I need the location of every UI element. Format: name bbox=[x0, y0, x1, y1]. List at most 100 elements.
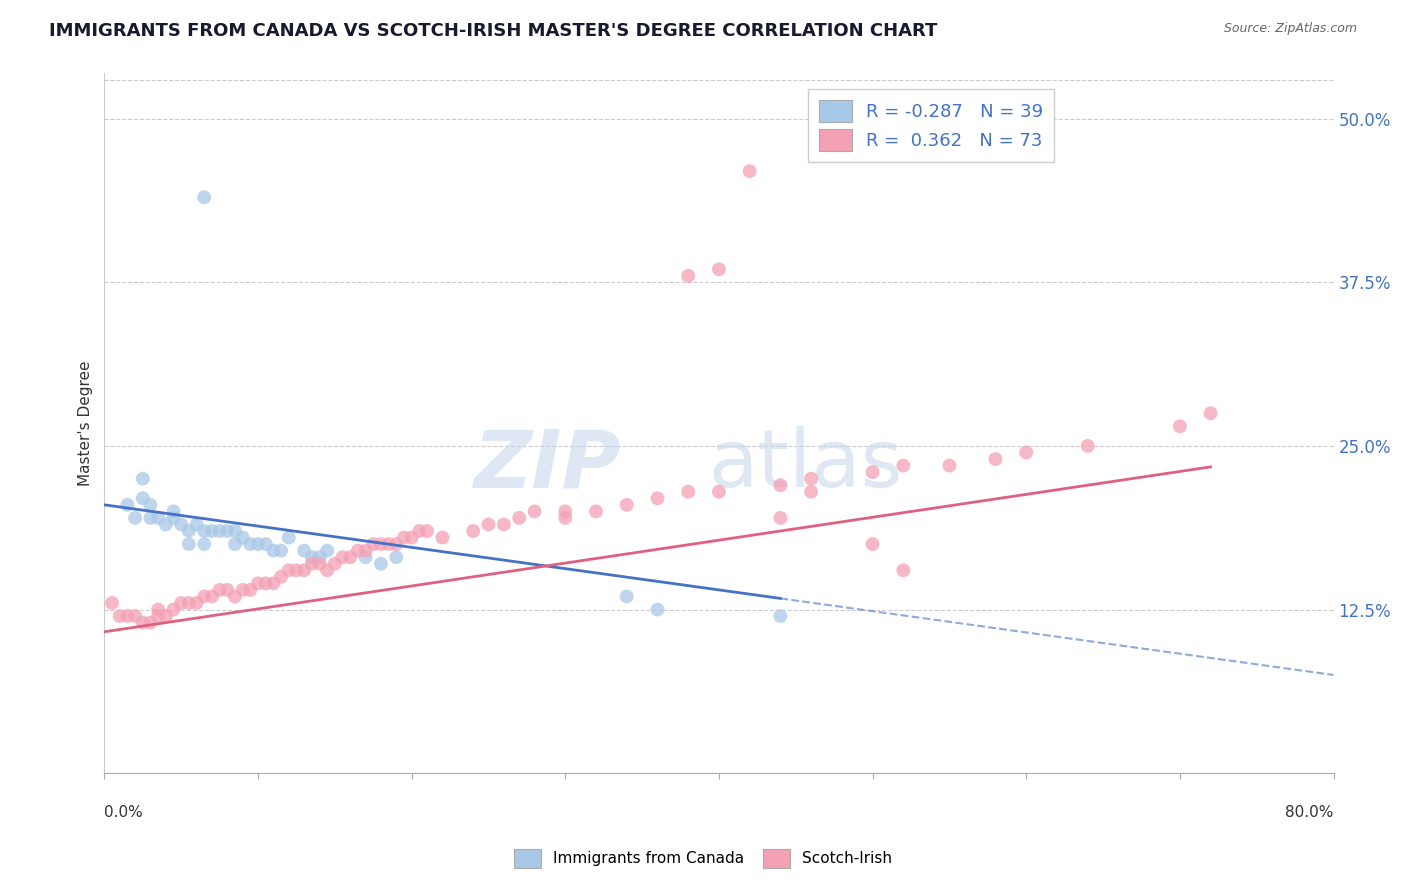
Text: IMMIGRANTS FROM CANADA VS SCOTCH-IRISH MASTER'S DEGREE CORRELATION CHART: IMMIGRANTS FROM CANADA VS SCOTCH-IRISH M… bbox=[49, 22, 938, 40]
Point bbox=[193, 537, 215, 551]
Point bbox=[938, 458, 960, 473]
Text: Source: ZipAtlas.com: Source: ZipAtlas.com bbox=[1223, 22, 1357, 36]
Point bbox=[308, 557, 330, 571]
Point bbox=[155, 609, 177, 624]
Point bbox=[224, 524, 246, 538]
Point bbox=[354, 550, 377, 565]
Point bbox=[224, 537, 246, 551]
Point bbox=[193, 190, 215, 204]
Point bbox=[117, 609, 139, 624]
Point bbox=[239, 537, 262, 551]
Point bbox=[232, 531, 254, 545]
Point bbox=[301, 550, 323, 565]
Point bbox=[285, 563, 308, 577]
Point bbox=[270, 570, 292, 584]
Point bbox=[193, 590, 215, 604]
Point bbox=[416, 524, 439, 538]
Point bbox=[800, 472, 823, 486]
Point bbox=[162, 504, 184, 518]
Point bbox=[316, 563, 339, 577]
Point bbox=[477, 517, 499, 532]
Point bbox=[146, 609, 169, 624]
Point bbox=[193, 524, 215, 538]
Point bbox=[738, 164, 761, 178]
Point bbox=[862, 537, 884, 551]
Y-axis label: Master's Degree: Master's Degree bbox=[79, 360, 93, 486]
Point bbox=[316, 543, 339, 558]
Legend: R = -0.287   N = 39, R =  0.362   N = 73: R = -0.287 N = 39, R = 0.362 N = 73 bbox=[808, 89, 1054, 162]
Point bbox=[208, 582, 231, 597]
Point bbox=[224, 590, 246, 604]
Point bbox=[508, 511, 530, 525]
Point bbox=[392, 531, 415, 545]
Point bbox=[101, 596, 124, 610]
Point bbox=[170, 517, 193, 532]
Point bbox=[647, 491, 669, 506]
Point bbox=[201, 524, 224, 538]
Point bbox=[385, 537, 408, 551]
Point bbox=[891, 563, 914, 577]
Point bbox=[146, 511, 169, 525]
Point bbox=[385, 550, 408, 565]
Point bbox=[308, 550, 330, 565]
Point bbox=[554, 504, 576, 518]
Point bbox=[492, 517, 515, 532]
Point bbox=[201, 590, 224, 604]
Point bbox=[177, 596, 200, 610]
Point bbox=[132, 472, 155, 486]
Point bbox=[139, 615, 162, 630]
Point bbox=[370, 557, 392, 571]
Point bbox=[616, 590, 638, 604]
Point bbox=[1015, 445, 1038, 459]
Point bbox=[401, 531, 423, 545]
Point bbox=[984, 452, 1007, 467]
Point bbox=[217, 582, 239, 597]
Point bbox=[301, 557, 323, 571]
Point bbox=[554, 511, 576, 525]
Text: atlas: atlas bbox=[707, 426, 903, 504]
Point bbox=[354, 543, 377, 558]
Point bbox=[463, 524, 485, 538]
Point bbox=[139, 511, 162, 525]
Point bbox=[217, 524, 239, 538]
Point bbox=[891, 458, 914, 473]
Point bbox=[262, 543, 284, 558]
Point bbox=[186, 596, 208, 610]
Point bbox=[769, 511, 792, 525]
Point bbox=[139, 498, 162, 512]
Point bbox=[132, 615, 155, 630]
Point bbox=[432, 531, 454, 545]
Point bbox=[323, 557, 346, 571]
Point bbox=[676, 268, 699, 283]
Point bbox=[707, 484, 730, 499]
Point bbox=[254, 537, 277, 551]
Point bbox=[1168, 419, 1191, 434]
Point bbox=[408, 524, 430, 538]
Point bbox=[370, 537, 392, 551]
Point bbox=[616, 498, 638, 512]
Point bbox=[292, 563, 315, 577]
Point bbox=[523, 504, 546, 518]
Point bbox=[332, 550, 354, 565]
Text: ZIP: ZIP bbox=[474, 426, 620, 504]
Text: 0.0%: 0.0% bbox=[104, 805, 143, 820]
Point bbox=[247, 576, 270, 591]
Point bbox=[270, 543, 292, 558]
Point bbox=[155, 517, 177, 532]
Point bbox=[361, 537, 384, 551]
Point bbox=[162, 602, 184, 616]
Point bbox=[292, 543, 315, 558]
Point bbox=[177, 537, 200, 551]
Point bbox=[162, 511, 184, 525]
Point bbox=[177, 524, 200, 538]
Point bbox=[585, 504, 607, 518]
Point bbox=[769, 478, 792, 492]
Point bbox=[862, 465, 884, 479]
Point bbox=[1199, 406, 1222, 420]
Point bbox=[676, 484, 699, 499]
Point bbox=[117, 498, 139, 512]
Point bbox=[232, 582, 254, 597]
Point bbox=[124, 511, 146, 525]
Point bbox=[377, 537, 399, 551]
Point bbox=[146, 602, 169, 616]
